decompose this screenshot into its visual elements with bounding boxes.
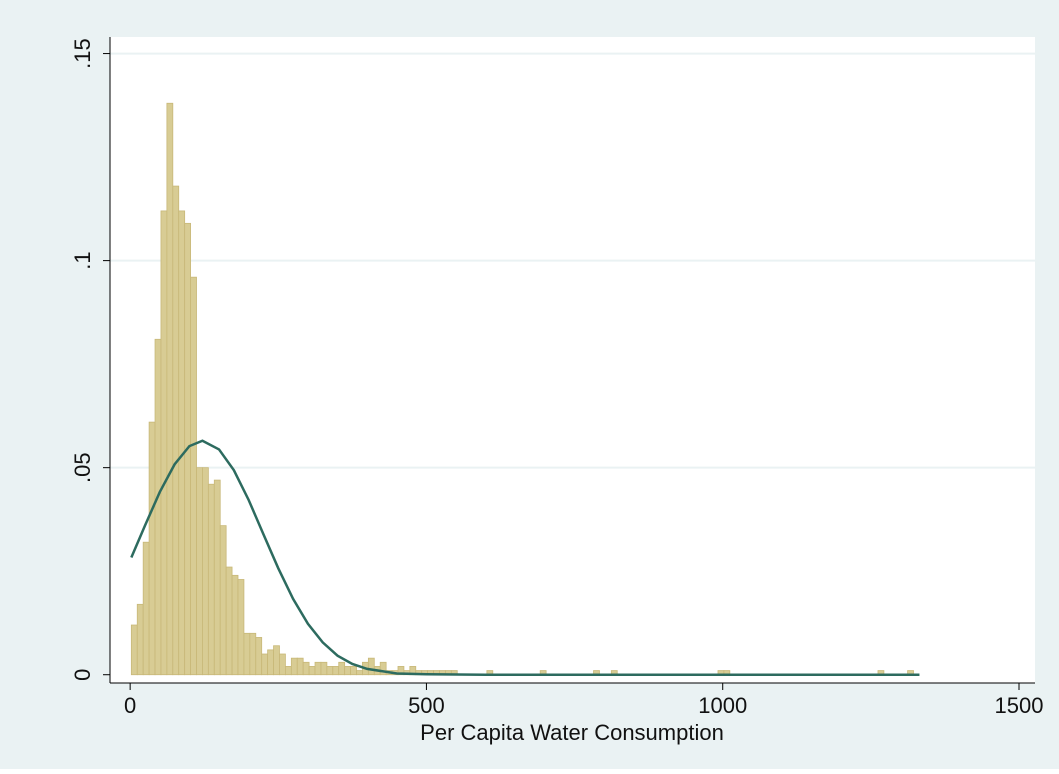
bar [249, 632, 257, 676]
bar [285, 666, 292, 676]
bar [196, 467, 203, 676]
bar [308, 666, 316, 676]
bar [160, 210, 168, 676]
bar [231, 574, 239, 676]
bar [225, 566, 233, 676]
bar [148, 421, 156, 676]
x-tick-label: 0 [124, 693, 136, 718]
bar [136, 603, 144, 676]
bar [178, 210, 186, 676]
bar [190, 276, 197, 676]
bar [213, 479, 221, 676]
bar [243, 632, 251, 676]
bar [350, 666, 357, 676]
bar [344, 666, 351, 676]
bar [130, 624, 138, 676]
plot-area [110, 37, 1035, 683]
bar [142, 541, 150, 676]
bar [296, 657, 304, 676]
bar [314, 661, 322, 676]
bar [237, 579, 245, 676]
bar [320, 661, 328, 676]
y-tick-label: .05 [70, 452, 95, 483]
y-tick-label: 0 [70, 669, 95, 681]
bar [279, 653, 286, 676]
bar [367, 657, 375, 676]
density-line [130, 439, 920, 676]
bar [166, 102, 174, 676]
bar [267, 649, 274, 676]
bar [273, 645, 280, 676]
x-tick-label: 1500 [995, 693, 1044, 718]
bar [261, 653, 269, 676]
bar [356, 670, 363, 676]
bar [154, 338, 162, 676]
bar [326, 666, 334, 676]
bar [207, 483, 215, 676]
bar [172, 185, 180, 676]
y-tick-label: .15 [70, 38, 95, 69]
x-axis-title: Per Capita Water Consumption [420, 720, 724, 745]
x-tick-label: 500 [408, 693, 445, 718]
bar [255, 637, 263, 676]
bar [219, 525, 227, 676]
bar [338, 661, 346, 676]
bar [332, 666, 340, 676]
bar [202, 467, 209, 676]
bar [290, 657, 298, 676]
bar [379, 661, 387, 676]
bar [302, 661, 310, 676]
y-tick-label: .1 [70, 251, 95, 269]
x-tick-label: 1000 [698, 693, 747, 718]
